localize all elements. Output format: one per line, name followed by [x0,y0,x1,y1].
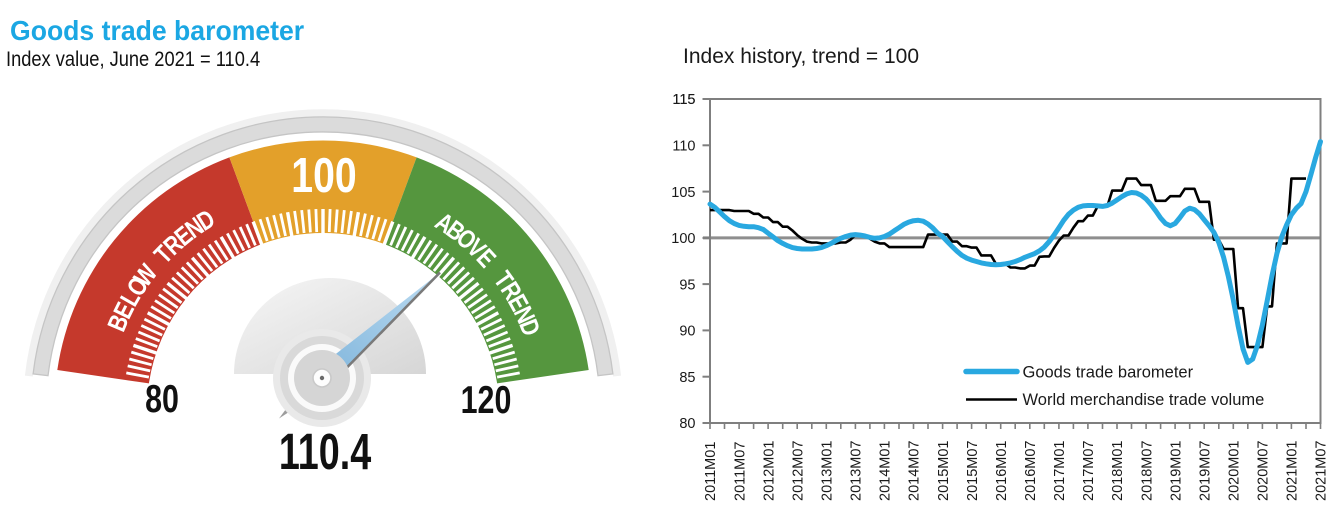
svg-text:80: 80 [679,416,695,432]
svg-text:2021M07: 2021M07 [1314,441,1330,501]
svg-text:2014M07: 2014M07 [907,441,923,501]
svg-text:2012M01: 2012M01 [761,441,777,501]
svg-text:2016M07: 2016M07 [1023,441,1039,501]
svg-text:2020M01: 2020M01 [1227,441,1243,501]
svg-text:90: 90 [679,324,695,340]
svg-text:2019M01: 2019M01 [1168,441,1184,501]
svg-text:95: 95 [679,277,695,293]
svg-text:120: 120 [461,378,512,421]
svg-text:115: 115 [672,92,695,108]
svg-text:2018M01: 2018M01 [1110,441,1126,501]
svg-text:100: 100 [671,231,695,247]
svg-text:85: 85 [679,370,695,386]
svg-text:2015M01: 2015M01 [936,441,952,501]
svg-text:World merchandise trade volume: World merchandise trade volume [1023,391,1265,409]
svg-text:2013M07: 2013M07 [849,441,865,501]
svg-text:105: 105 [671,185,695,201]
svg-text:115: 115 [672,92,695,108]
svg-text:Index history, trend = 100: Index history, trend = 100 [683,45,919,68]
svg-text:110.4: 110.4 [279,422,371,480]
svg-text:2012M07: 2012M07 [790,441,806,501]
svg-text:2015M07: 2015M07 [965,441,981,501]
svg-text:2011M01: 2011M01 [703,442,719,501]
svg-text:2018M07: 2018M07 [1139,441,1155,501]
svg-text:2019M07: 2019M07 [1197,441,1213,501]
svg-text:100: 100 [291,149,356,203]
svg-text:Goods trade barometer: Goods trade barometer [1023,364,1194,382]
svg-text:2011M07: 2011M07 [732,442,748,501]
svg-text:2021M01: 2021M01 [1285,441,1301,501]
svg-text:2017M07: 2017M07 [1081,441,1097,501]
svg-text:2014M01: 2014M01 [878,441,894,501]
svg-text:2016M01: 2016M01 [994,441,1010,501]
svg-text:110: 110 [672,139,695,155]
svg-text:2017M01: 2017M01 [1052,441,1068,501]
svg-text:2013M01: 2013M01 [820,441,836,501]
svg-text:2020M07: 2020M07 [1256,441,1272,501]
svg-text:80: 80 [145,377,179,420]
